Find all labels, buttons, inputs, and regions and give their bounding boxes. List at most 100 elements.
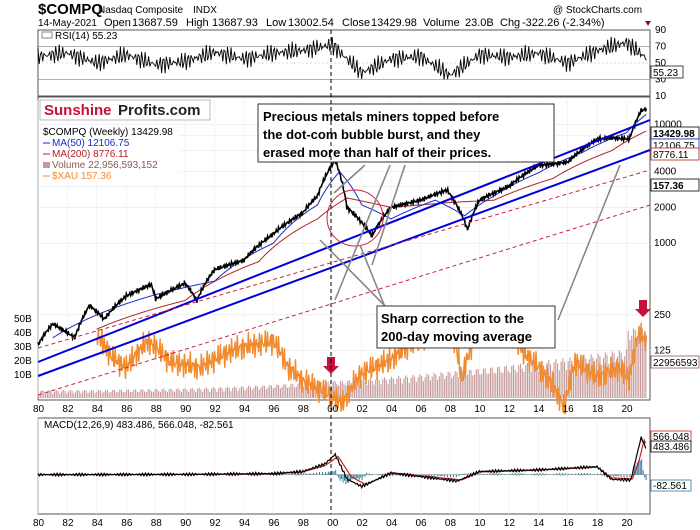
volume-bar [378, 380, 380, 398]
macd-x-tick-label: 08 [445, 518, 457, 529]
macd-hist-bar [310, 473, 312, 475]
macd-hist-bar [260, 474, 262, 476]
macd-hist-bar [555, 473, 557, 475]
macd-hist-bar [476, 472, 478, 475]
macd-hist-bar [295, 474, 297, 476]
macd-hist-bar [342, 474, 344, 483]
macd-hist-bar [348, 474, 350, 483]
macd-hist-bar [486, 473, 488, 475]
volume-bar [80, 393, 82, 398]
macd-x-tick-label: 00 [327, 518, 339, 529]
volume-bar [382, 379, 384, 398]
volume-bar [332, 381, 334, 398]
macd-hist-bar [626, 474, 628, 478]
price-tick-label: 2000 [654, 202, 677, 213]
legend-volume: Volume 22,956,593,152 [52, 160, 158, 171]
price-value-box [650, 178, 700, 192]
volume-bar [581, 359, 583, 398]
macd-hist-bar [276, 474, 278, 476]
macd-x-tick-label: 06 [416, 518, 428, 529]
volume-bar [528, 367, 530, 398]
price-x-tick-label: 14 [533, 404, 545, 415]
legend-xau: $XAU 157.36 [52, 171, 112, 182]
volume-bar [634, 329, 636, 398]
volume-bar [362, 378, 364, 398]
volume-bar [558, 370, 560, 398]
volume-bar [242, 387, 244, 398]
volume-bar [131, 391, 133, 398]
volume-bar [429, 380, 432, 398]
logo-part-2: Profits.com [118, 102, 201, 119]
macd-hist-bar [616, 474, 618, 476]
volume-bar [557, 363, 559, 398]
macd-x-tick-label: 98 [298, 518, 310, 529]
volume-bar [64, 390, 66, 398]
chg-down-icon [645, 21, 651, 26]
volume-bar [412, 374, 414, 398]
macd-hist-bar [354, 474, 356, 479]
volume-bar [193, 389, 195, 398]
macd-hist-bar [283, 473, 285, 475]
volume-bar [645, 334, 647, 398]
volume-tick-label: 30B [14, 342, 32, 353]
chart-header: $COMPQ Nasdaq Composite INDX @ StockChar… [38, 1, 651, 29]
volume-bar [136, 391, 138, 398]
volume-bar [166, 391, 168, 398]
macd-hist-bar [352, 474, 354, 479]
volume-bar [120, 389, 123, 398]
rsi-tick-label: 10 [655, 91, 667, 102]
macd-hist-bar [641, 459, 643, 475]
volume-bar [343, 383, 345, 398]
volume-bar [583, 355, 585, 398]
volume-bar [431, 376, 433, 398]
volume-bar [426, 373, 428, 398]
volume-bar [248, 385, 250, 398]
macd-hist-bar [441, 474, 443, 477]
volume-bar [258, 389, 260, 398]
price-x-tick-label: 86 [121, 404, 133, 415]
volume-bar [285, 384, 287, 398]
trend-dashed-line-upper [37, 169, 651, 349]
symbol: $COMPQ [38, 1, 103, 18]
rsi-tick-label: 70 [655, 42, 667, 53]
volume-bar [168, 389, 170, 398]
volume-bar [45, 393, 47, 398]
volume-bar [85, 390, 87, 398]
macd-hist-bar [541, 474, 543, 476]
volume-bar [373, 384, 375, 398]
volume-bar [574, 360, 576, 398]
macd-hist-bar [479, 473, 481, 475]
macd-x-tick-label: 94 [239, 518, 251, 529]
volume-bar [442, 373, 444, 398]
macd-hist-bar [613, 474, 615, 477]
volume-bar [143, 391, 146, 398]
macd-hist-bar [396, 474, 398, 476]
volume-bar [55, 389, 57, 398]
rsi-tick-label: 50 [655, 58, 667, 69]
macd-hist-bar [338, 474, 340, 478]
volume-bar [184, 388, 186, 398]
macd-hist-bar [520, 473, 522, 475]
macd-hist-bar [523, 473, 525, 475]
volume-bar [286, 387, 289, 398]
volume-bar [202, 391, 204, 398]
volume-bar [451, 378, 453, 398]
volume-bar [419, 374, 421, 398]
volume-bar [188, 391, 190, 398]
volume-bar [239, 387, 241, 398]
price-x-tick-label: 88 [151, 404, 163, 415]
volume-bar [117, 391, 119, 398]
volume-bar [232, 388, 234, 398]
macd-hist-bar [311, 474, 313, 475]
volume-bar [498, 366, 500, 398]
price-x-tick-label: 00 [327, 404, 339, 415]
volume-bar [445, 375, 447, 398]
volume-bar [241, 386, 243, 398]
macd-hist-bar [552, 473, 554, 475]
volume-bar [502, 372, 504, 398]
volume-bar [156, 388, 158, 398]
volume-bar [315, 385, 317, 398]
macd-hist-bar [517, 472, 519, 475]
macd-x-tick-label: 04 [386, 518, 398, 529]
volume-bar [223, 391, 225, 398]
